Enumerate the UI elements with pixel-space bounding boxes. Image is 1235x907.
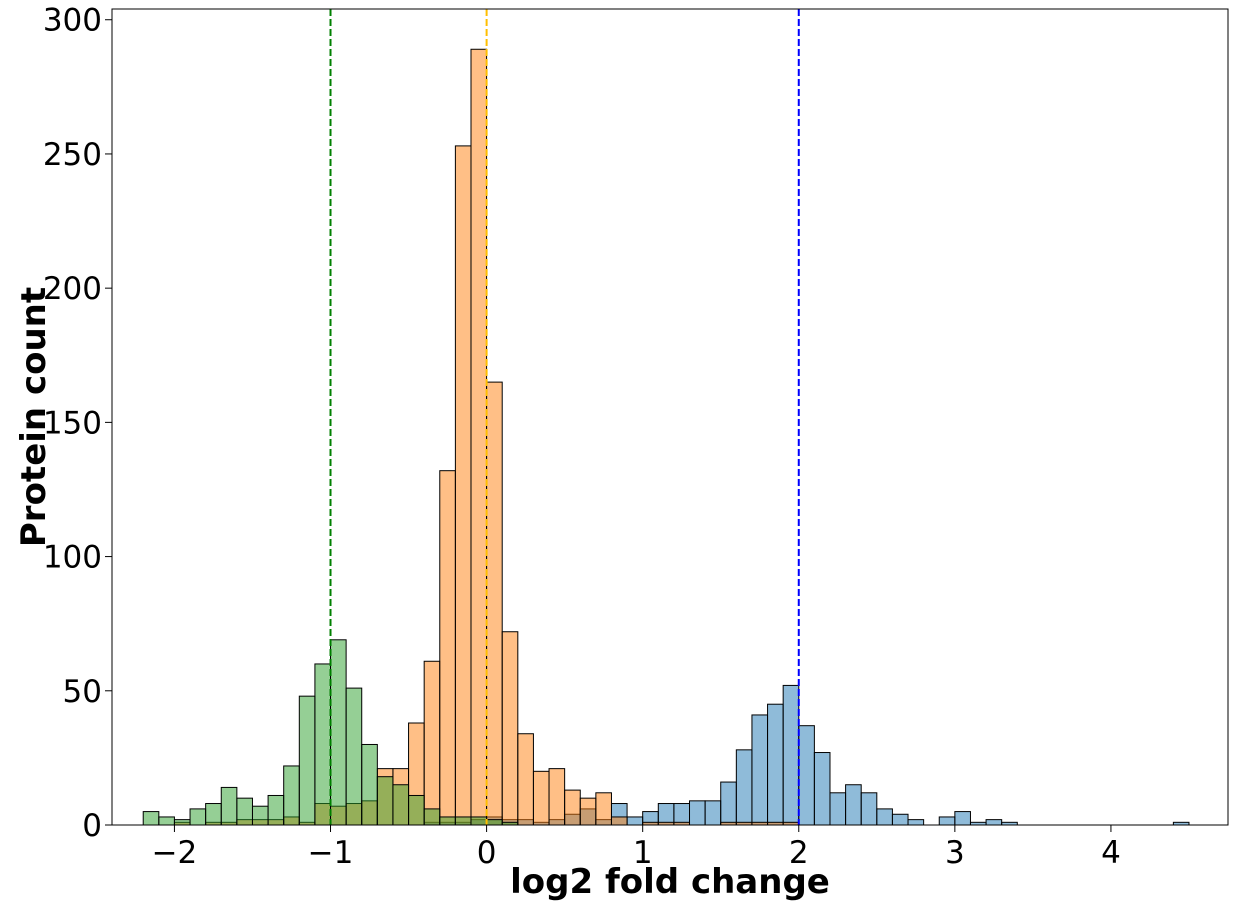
histogram-bar — [173, 819, 191, 826]
histogram-bar — [298, 695, 316, 826]
y-axis-label: Protein count — [14, 287, 54, 547]
histogram-bar — [267, 794, 285, 826]
x-axis-label: log2 fold change — [510, 862, 830, 902]
y-tick-label: 100 — [43, 540, 102, 576]
histogram-bar — [486, 381, 503, 826]
histogram-bar — [220, 786, 238, 826]
histogram-bar — [501, 631, 519, 826]
histogram-bar — [782, 684, 800, 826]
histogram-bar — [439, 816, 456, 826]
y-tick-label: 200 — [43, 271, 102, 307]
histogram-bar — [704, 800, 722, 826]
histogram-bar — [907, 819, 925, 826]
histogram-bar — [454, 145, 472, 826]
histogram-bar — [829, 792, 847, 826]
histogram-bar — [845, 784, 862, 826]
histogram-bar — [798, 725, 815, 826]
x-tick-label: −2 — [152, 835, 198, 871]
histogram-bar — [891, 813, 909, 826]
histogram-bar — [673, 803, 691, 826]
histogram-bar — [142, 811, 160, 826]
histogram-bar — [751, 714, 769, 826]
histogram-bar — [876, 808, 893, 826]
histogram-bar — [517, 733, 534, 826]
histogram-bar — [938, 816, 956, 826]
plot-frame — [111, 8, 1229, 826]
y-axis-ticks: 0 50 100 150 200 250 300 — [43, 3, 112, 844]
histogram-bar — [548, 768, 566, 826]
histogram-bar — [767, 703, 784, 826]
histogram-bar — [735, 749, 753, 826]
y-tick-label: 150 — [43, 405, 102, 441]
histogram-bar — [423, 808, 441, 826]
histogram-bar — [564, 789, 581, 826]
histogram-bar — [860, 792, 878, 826]
x-tick-label: 3 — [945, 835, 965, 871]
reference-lines — [329, 9, 800, 825]
histogram-bar — [579, 797, 597, 826]
histogram-bar — [813, 752, 831, 826]
histogram-bar — [689, 800, 706, 826]
histogram-bar — [361, 743, 378, 826]
histogram-bar — [954, 811, 971, 826]
histogram-bar — [470, 816, 488, 826]
histogram-bar — [314, 663, 332, 826]
histogram-bars — [142, 48, 1190, 826]
histogram-bar — [439, 470, 456, 826]
histogram-bar — [236, 797, 253, 826]
histogram-bar — [610, 816, 628, 826]
histogram-bar — [626, 816, 644, 826]
histogram-bar — [376, 776, 394, 826]
histogram-bar — [205, 803, 222, 826]
histogram-bar — [532, 770, 550, 826]
histogram-bar — [345, 687, 363, 826]
y-tick-label: 0 — [82, 808, 102, 844]
histogram-bar — [595, 792, 612, 826]
histogram-bar — [283, 765, 300, 826]
x-tick-label: 4 — [1101, 835, 1121, 871]
y-tick-label: 300 — [43, 3, 102, 39]
histogram-bar — [423, 660, 441, 826]
histogram-bar — [720, 781, 737, 826]
histogram-bar — [251, 805, 269, 826]
x-tick-label: 2 — [789, 835, 809, 871]
histogram-bar — [408, 794, 425, 826]
y-tick-label: 50 — [63, 674, 102, 710]
histogram-bar — [330, 639, 347, 826]
histogram-bar — [486, 819, 503, 826]
histogram-bar — [657, 803, 675, 826]
x-tick-label: −1 — [308, 835, 354, 871]
y-tick-label: 250 — [43, 137, 102, 173]
x-tick-label: 1 — [633, 835, 653, 871]
histogram-bar — [985, 819, 1003, 826]
histogram-bar — [189, 808, 207, 826]
histogram-bar — [454, 816, 472, 826]
histogram-bar — [392, 784, 410, 826]
histogram-bar — [470, 48, 488, 826]
histogram-bar — [158, 816, 175, 826]
x-axis-ticks: −2 −1 0 1 2 3 4 — [152, 825, 1121, 871]
x-tick-label: 0 — [477, 835, 497, 871]
